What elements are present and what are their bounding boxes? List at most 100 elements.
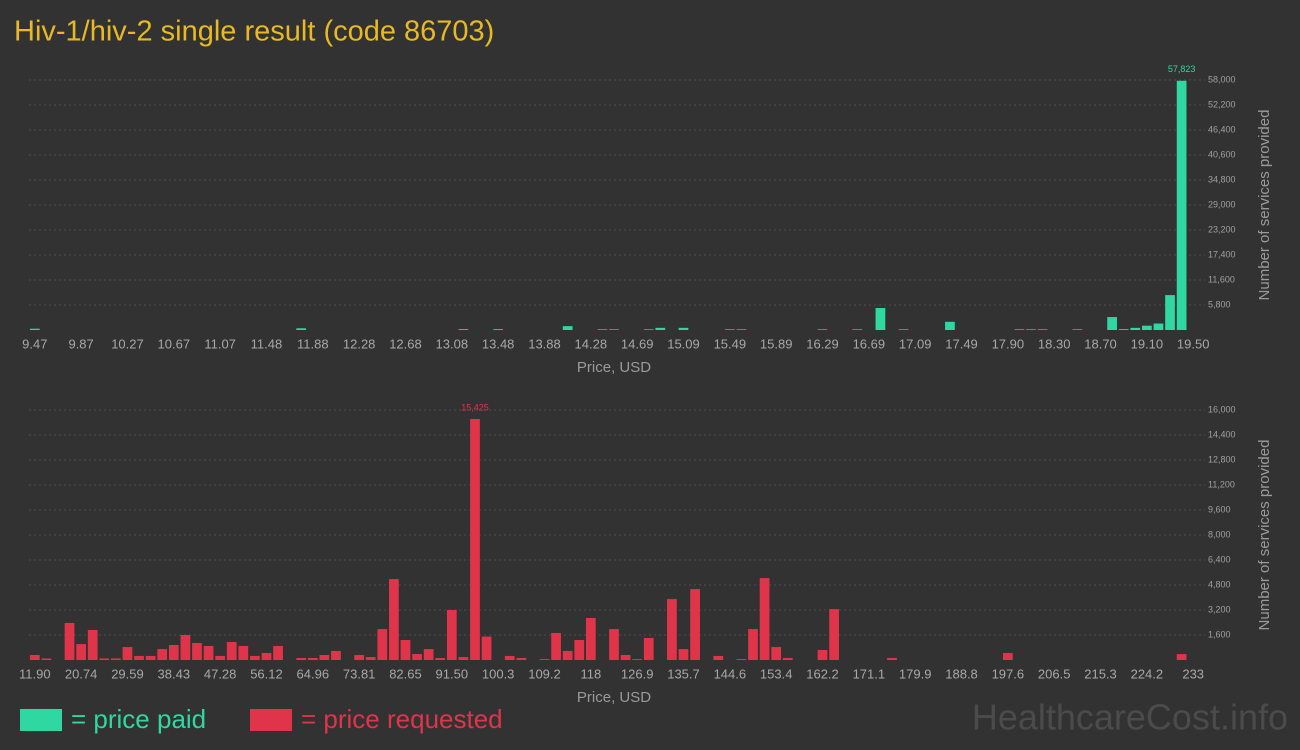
x-tick-label: 73.81 <box>343 666 376 681</box>
bar <box>748 629 758 660</box>
bar <box>111 658 121 660</box>
x-tick-label: 18.70 <box>1084 336 1117 351</box>
bar <box>412 654 422 660</box>
bar <box>609 629 619 660</box>
bar <box>377 629 388 660</box>
x-tick-label: 12.28 <box>343 336 376 351</box>
value-label: 15,425 <box>461 402 489 412</box>
y-tick-label: 23,200 <box>1208 224 1236 234</box>
bar <box>134 655 144 660</box>
bar <box>736 659 747 660</box>
bar <box>1142 325 1152 330</box>
x-axis-label: Price, USD <box>577 689 651 706</box>
y-tick-label: 11,200 <box>1208 479 1235 489</box>
x-tick-label: 17.49 <box>945 336 978 351</box>
bar <box>1026 329 1036 330</box>
bar <box>574 640 585 660</box>
x-tick-label: 126.9 <box>621 666 654 681</box>
x-tick-label: 215.3 <box>1084 666 1117 681</box>
bar <box>551 632 561 660</box>
bar <box>875 308 886 330</box>
x-tick-label: 171.1 <box>853 666 886 681</box>
x-tick-label: 162.2 <box>806 666 839 681</box>
bar <box>759 578 770 660</box>
bar <box>620 655 631 660</box>
y-tick-label: 34,800 <box>1208 174 1236 184</box>
x-tick-label: 118 <box>580 666 601 681</box>
bar <box>87 630 98 660</box>
bar <box>76 644 86 660</box>
legend-label: = price requested <box>301 704 503 734</box>
bar <box>585 617 596 660</box>
x-tick-label: 9.87 <box>68 336 93 351</box>
bar <box>1153 323 1164 330</box>
bar <box>458 657 469 660</box>
x-tick-label: 19.50 <box>1177 336 1210 351</box>
bar <box>446 610 457 660</box>
bar <box>1107 317 1117 330</box>
x-tick-label: 20.74 <box>65 666 98 681</box>
bar <box>829 609 839 660</box>
bar <box>29 655 40 660</box>
bar <box>678 327 689 330</box>
bar <box>609 329 619 330</box>
y-axis-label: Number of services provided <box>1256 440 1273 631</box>
bar <box>632 659 643 660</box>
x-tick-label: 11.88 <box>297 336 329 351</box>
bar <box>192 642 202 660</box>
bar <box>99 658 110 660</box>
x-tick-label: 206.5 <box>1038 666 1071 681</box>
bar <box>736 329 747 330</box>
page-title: Hiv-1/hiv-2 single result (code 86703) <box>14 16 494 48</box>
y-tick-label: 29,000 <box>1208 199 1236 209</box>
x-tick-label: 135.7 <box>667 666 700 681</box>
y-tick-label: 16,000 <box>1208 404 1236 414</box>
y-tick-label: 9,600 <box>1208 504 1231 514</box>
bar <box>168 645 179 660</box>
x-tick-label: 233 <box>1182 666 1204 681</box>
y-tick-label: 46,400 <box>1208 124 1236 134</box>
x-tick-label: 11.90 <box>19 666 51 681</box>
bar <box>296 657 307 660</box>
x-tick-label: 11.48 <box>251 336 283 351</box>
bar <box>817 650 828 660</box>
bar <box>852 329 863 330</box>
bar <box>273 645 283 660</box>
value-label: 57,823 <box>1168 64 1196 74</box>
bar <box>493 329 504 330</box>
bar <box>1165 295 1175 330</box>
y-tick-label: 1,600 <box>1208 629 1231 639</box>
legend-swatch <box>20 709 62 731</box>
bar <box>562 326 573 330</box>
bar <box>145 655 156 660</box>
x-tick-label: 82.65 <box>389 666 422 681</box>
y-tick-label: 8,000 <box>1208 529 1231 539</box>
x-tick-label: 56.12 <box>250 666 283 681</box>
y-tick-label: 58,000 <box>1208 74 1236 84</box>
y-tick-label: 6,400 <box>1208 554 1231 564</box>
x-axis-label: Price, USD <box>577 359 651 376</box>
bar <box>539 659 550 660</box>
bar <box>504 655 515 660</box>
x-tick-label: 16.69 <box>853 336 886 351</box>
bar <box>1002 652 1013 660</box>
bar <box>516 657 527 660</box>
legend-label: = price paid <box>71 704 206 734</box>
y-tick-label: 52,200 <box>1208 99 1236 109</box>
bar <box>678 649 689 660</box>
bar <box>667 599 677 660</box>
x-tick-label: 15.89 <box>760 336 793 351</box>
x-tick-label: 17.09 <box>899 336 932 351</box>
bar <box>435 657 446 660</box>
x-tick-label: 64.96 <box>297 666 330 681</box>
x-tick-label: 16.29 <box>806 336 839 351</box>
bar <box>365 657 376 660</box>
bar <box>817 329 828 330</box>
bar <box>238 645 249 660</box>
bar <box>1176 80 1187 330</box>
bar <box>782 657 793 660</box>
bar <box>122 647 133 660</box>
y-tick-label: 17,400 <box>1208 249 1236 259</box>
bar <box>1130 327 1141 330</box>
